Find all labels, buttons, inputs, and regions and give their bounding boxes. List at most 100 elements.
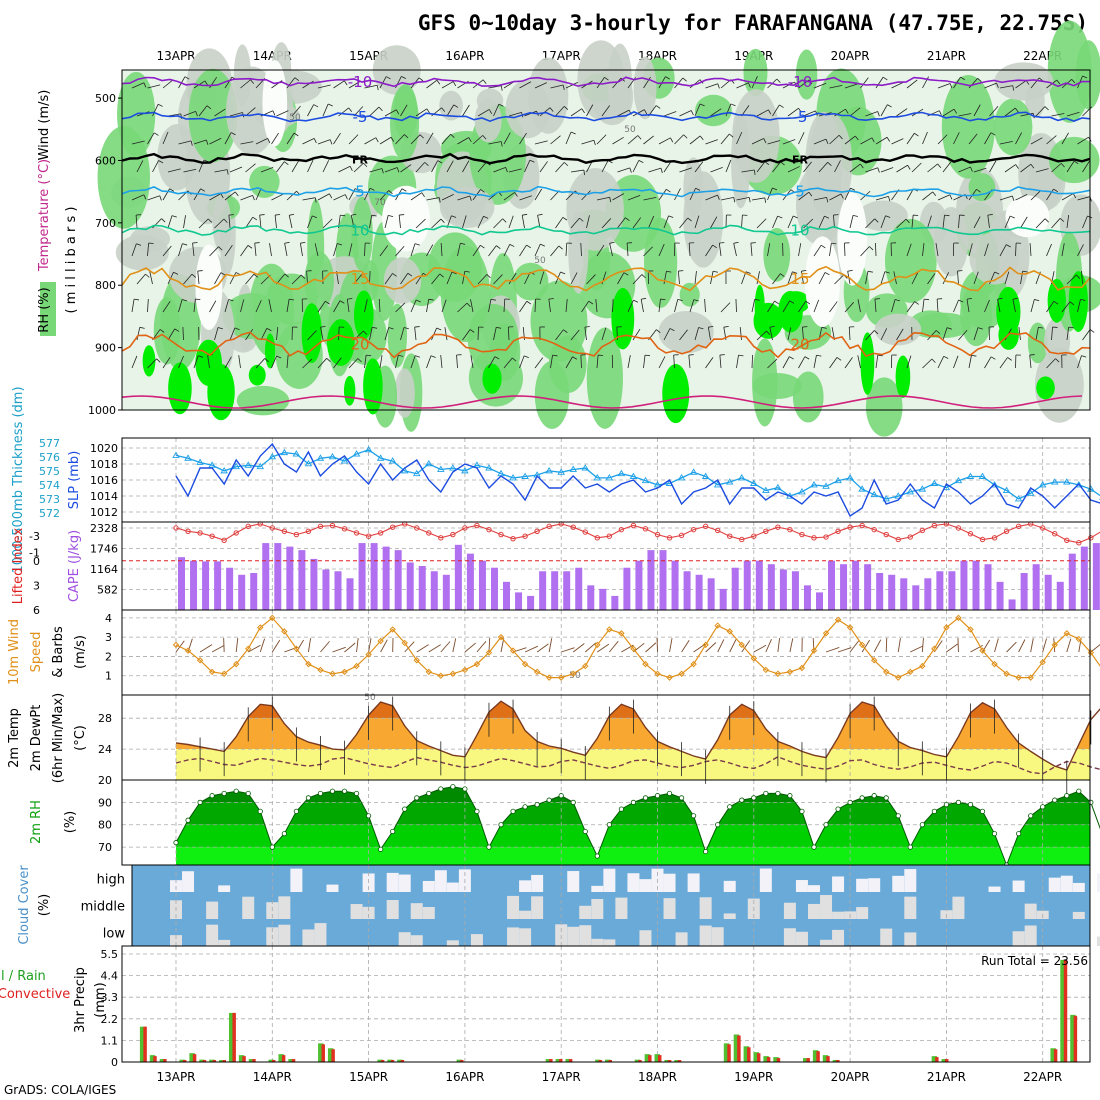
wind-barb	[720, 196, 734, 201]
rh-point	[450, 784, 456, 790]
precip-total-bar	[773, 1057, 779, 1062]
wind-barb-flag	[466, 302, 471, 308]
thickness-point	[1075, 481, 1083, 488]
wind-barb	[1061, 132, 1069, 145]
wind-barb	[426, 132, 434, 145]
wind-speed-point	[883, 668, 890, 676]
wind-barb	[1061, 193, 1074, 201]
wind-barb-flag	[220, 272, 226, 276]
wind-barb	[782, 356, 790, 369]
wind-barb	[147, 195, 160, 201]
wind-barb	[844, 357, 853, 369]
wind-tick-label: 2	[105, 650, 112, 663]
wind-barb	[719, 355, 722, 369]
cloud-block	[290, 868, 303, 892]
li-point	[486, 526, 492, 533]
wind-barb-flag	[641, 274, 646, 279]
rh-contour-patch	[249, 165, 280, 198]
wind-barb-flag	[874, 218, 879, 223]
ylabel-temp: 2m Temp	[7, 708, 22, 768]
wind-barb-flag	[253, 273, 258, 278]
wind-barb	[404, 641, 415, 653]
wind-barb-flag	[426, 108, 430, 114]
cloud-block	[519, 880, 532, 892]
wind-barb	[865, 330, 875, 341]
wind-barb	[994, 638, 999, 653]
rh-contour-patch	[266, 273, 318, 325]
thickness-point	[822, 482, 830, 489]
wind-barb	[849, 215, 854, 229]
rh-point	[847, 799, 853, 805]
cloud-block	[1012, 880, 1025, 892]
wind-barb	[271, 355, 277, 369]
wind-barb	[825, 647, 840, 653]
wind-speed-point	[991, 660, 998, 668]
precip-convective-bar	[638, 1060, 642, 1062]
wind-barb	[586, 104, 594, 117]
wind-barb-flag	[276, 355, 282, 359]
wind-barb-flag	[907, 165, 911, 170]
wind-barb	[364, 137, 377, 145]
wind-barb-flag	[200, 188, 206, 192]
wind-barb	[457, 243, 461, 257]
wind-barb-flag	[548, 298, 554, 300]
wind-barb	[183, 168, 197, 173]
wind-speed-point	[232, 660, 240, 668]
thickness-point	[376, 454, 385, 461]
cape-bar	[900, 578, 908, 610]
wind-barb	[224, 191, 236, 201]
cape-bar	[442, 574, 450, 610]
wind-barb-flag	[1030, 163, 1035, 169]
wind-barb	[368, 638, 372, 653]
wind-barb-flag	[924, 298, 930, 301]
wind-barb-flag	[894, 299, 900, 302]
wind-barb-flag	[670, 137, 674, 143]
wind-barb-flag	[1073, 160, 1079, 165]
cape-bar	[948, 571, 956, 610]
precip-convective-bar	[222, 1060, 226, 1062]
wind-barb	[245, 163, 256, 173]
li-point	[474, 522, 480, 529]
rh-point	[414, 795, 420, 801]
wind-barb-flag	[378, 106, 383, 112]
wind-barb	[718, 243, 722, 257]
wind-barb-flag	[181, 299, 188, 302]
wind-barb	[787, 271, 793, 285]
wind-speed-point	[979, 647, 986, 654]
rh-point	[618, 806, 624, 812]
rh-contour-patch	[153, 296, 181, 365]
precip-convective-bar	[272, 1060, 276, 1062]
wind-speed-point	[690, 660, 697, 668]
wind-barb-flag	[994, 271, 1000, 275]
precip-convective-bar	[163, 1059, 167, 1062]
wind-barb	[183, 273, 193, 285]
wind-barb	[245, 273, 255, 285]
date-label-bottom: 14APR	[253, 1070, 292, 1084]
wind-speed-point	[907, 668, 914, 676]
wind-speed-point	[714, 622, 721, 629]
precip-convective-bar	[826, 1056, 830, 1062]
wind-barb	[896, 218, 907, 229]
wind-barb	[609, 243, 613, 257]
wind-barb-flag	[953, 108, 958, 114]
wind-barb	[147, 243, 150, 257]
wind-barb	[584, 642, 597, 653]
wind-barb	[488, 245, 497, 257]
wind-barb-flag	[329, 139, 333, 145]
wind-speed-point	[931, 645, 938, 652]
wind-barb	[833, 215, 835, 229]
thickness-point	[196, 458, 204, 465]
precip-convective-bar	[568, 1059, 573, 1062]
wind-barb-flag	[398, 354, 404, 357]
wind-barb	[344, 642, 356, 653]
cape-bar	[226, 567, 234, 610]
wind-barb-flag	[763, 138, 767, 144]
thickness-point	[220, 467, 228, 474]
wind-barb	[428, 644, 441, 653]
cloud-block	[820, 895, 833, 919]
rh-contour-patch	[1027, 322, 1048, 364]
wind-barb	[317, 84, 331, 89]
wind-barb	[906, 188, 914, 201]
isotherm-label: 5	[795, 183, 805, 201]
wind-barb-flag	[789, 300, 795, 304]
